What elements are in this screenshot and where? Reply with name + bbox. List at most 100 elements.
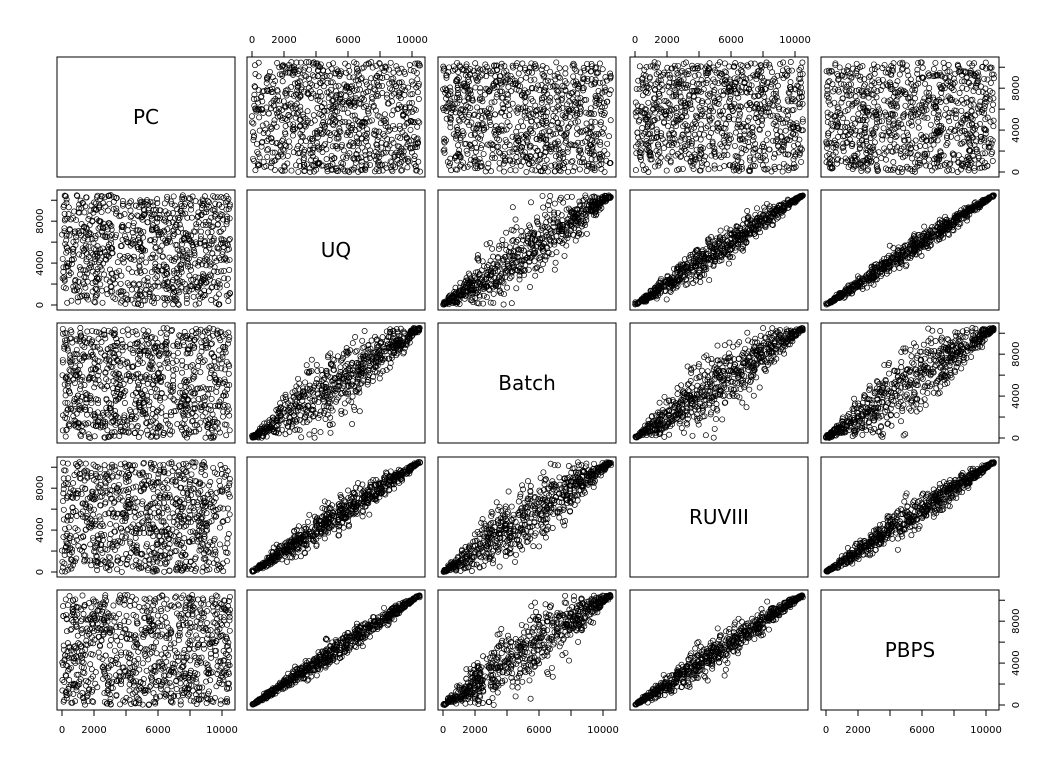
data-point bbox=[313, 156, 320, 163]
data-point bbox=[402, 104, 409, 111]
data-point bbox=[342, 87, 349, 93]
data-point bbox=[380, 130, 386, 137]
data-point bbox=[576, 159, 583, 166]
data-point bbox=[274, 113, 281, 120]
data-point bbox=[414, 76, 421, 83]
data-point bbox=[478, 132, 485, 139]
data-point bbox=[302, 115, 309, 122]
data-point bbox=[278, 166, 285, 173]
data-point bbox=[318, 129, 325, 136]
data-point bbox=[491, 98, 498, 105]
data-point bbox=[298, 84, 305, 91]
data-point bbox=[273, 123, 280, 130]
data-point bbox=[347, 124, 354, 131]
data-point bbox=[342, 60, 349, 67]
data-point bbox=[332, 100, 339, 107]
data-point bbox=[316, 89, 323, 96]
data-point bbox=[405, 109, 412, 116]
data-point bbox=[296, 158, 303, 165]
data-point bbox=[365, 60, 372, 67]
data-point bbox=[361, 118, 368, 125]
data-point bbox=[309, 149, 316, 156]
data-point bbox=[331, 129, 338, 136]
data-point bbox=[375, 158, 382, 165]
data-point bbox=[342, 118, 349, 125]
data-point bbox=[353, 134, 360, 141]
data-point bbox=[391, 153, 398, 160]
panel-UQ-vs-PC bbox=[246, 56, 426, 178]
data-point bbox=[592, 76, 599, 83]
data-point bbox=[265, 72, 272, 79]
data-point bbox=[315, 160, 322, 167]
panel-Batch-vs-UQ bbox=[437, 189, 617, 311]
data-point bbox=[329, 143, 336, 150]
data-point bbox=[366, 150, 373, 157]
data-point bbox=[353, 65, 360, 72]
data-point bbox=[375, 150, 382, 157]
data-point bbox=[297, 138, 304, 145]
data-point bbox=[343, 82, 350, 89]
data-point bbox=[255, 106, 261, 112]
data-point bbox=[282, 69, 289, 76]
panel-frame bbox=[56, 56, 236, 178]
data-point bbox=[290, 124, 297, 131]
data-point bbox=[396, 91, 403, 98]
panels-layer bbox=[56, 56, 1000, 711]
data-point bbox=[383, 91, 390, 98]
data-point bbox=[272, 78, 279, 84]
data-point bbox=[469, 97, 476, 104]
data-point bbox=[327, 91, 334, 98]
data-point bbox=[414, 123, 421, 130]
data-point bbox=[281, 163, 288, 170]
data-point bbox=[259, 106, 266, 113]
data-point bbox=[252, 105, 259, 112]
data-point bbox=[269, 149, 276, 156]
data-point bbox=[373, 141, 380, 148]
data-point bbox=[377, 120, 384, 127]
data-point bbox=[346, 98, 353, 105]
data-point bbox=[310, 112, 317, 119]
data-point bbox=[330, 122, 337, 129]
data-point bbox=[359, 144, 366, 151]
data-point bbox=[373, 92, 380, 99]
data-point bbox=[288, 84, 294, 91]
data-point bbox=[310, 90, 317, 97]
data-point bbox=[314, 159, 321, 166]
data-point bbox=[400, 83, 407, 90]
data-point bbox=[379, 167, 386, 174]
data-point bbox=[412, 107, 419, 114]
data-point bbox=[354, 155, 361, 162]
data-point bbox=[331, 103, 338, 110]
data-point bbox=[407, 67, 414, 74]
data-point bbox=[379, 82, 386, 89]
data-point bbox=[408, 78, 415, 85]
data-point bbox=[326, 119, 333, 126]
data-point bbox=[397, 161, 403, 168]
data-point bbox=[280, 136, 287, 143]
data-point bbox=[337, 95, 343, 102]
data-point bbox=[413, 167, 420, 174]
data-point bbox=[264, 76, 271, 83]
data-point bbox=[261, 163, 268, 170]
data-point bbox=[374, 144, 381, 151]
data-point bbox=[274, 87, 281, 94]
data-point bbox=[509, 100, 516, 107]
data-point bbox=[369, 64, 376, 71]
data-point bbox=[398, 167, 405, 174]
data-point bbox=[338, 68, 345, 75]
data-point bbox=[261, 88, 267, 95]
data-point bbox=[333, 135, 340, 142]
data-point bbox=[271, 167, 278, 173]
data-point bbox=[362, 132, 369, 139]
data-point bbox=[322, 140, 329, 147]
data-point bbox=[255, 99, 262, 106]
data-point bbox=[374, 79, 381, 86]
data-point bbox=[347, 102, 354, 109]
data-point bbox=[250, 137, 257, 143]
data-point bbox=[350, 143, 357, 150]
panel-PC-vs-UQ bbox=[56, 189, 236, 311]
data-point bbox=[357, 96, 364, 103]
data-point bbox=[268, 135, 275, 142]
data-point bbox=[403, 143, 410, 150]
data-point bbox=[336, 125, 343, 132]
